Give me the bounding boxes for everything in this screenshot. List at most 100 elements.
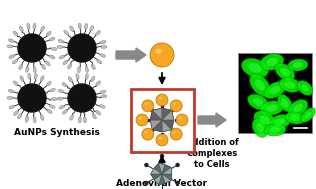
Ellipse shape	[241, 58, 269, 78]
Circle shape	[18, 34, 46, 62]
Polygon shape	[152, 108, 162, 120]
Ellipse shape	[285, 112, 305, 124]
Ellipse shape	[254, 111, 276, 129]
Text: Adenoviral Vector: Adenoviral Vector	[117, 179, 208, 188]
Ellipse shape	[13, 81, 18, 85]
Polygon shape	[162, 110, 174, 120]
Ellipse shape	[158, 137, 162, 139]
Ellipse shape	[7, 96, 13, 99]
Ellipse shape	[255, 79, 265, 91]
Ellipse shape	[279, 78, 301, 92]
Ellipse shape	[260, 101, 284, 115]
Polygon shape	[151, 168, 162, 174]
FancyArrow shape	[198, 113, 226, 127]
Ellipse shape	[34, 73, 37, 79]
Ellipse shape	[8, 89, 14, 93]
Bar	[147, 119, 149, 121]
Circle shape	[150, 43, 174, 67]
Circle shape	[18, 84, 46, 112]
Ellipse shape	[91, 64, 95, 70]
Circle shape	[176, 181, 179, 184]
Bar	[161, 105, 163, 107]
Ellipse shape	[9, 39, 14, 42]
Ellipse shape	[59, 105, 65, 109]
Ellipse shape	[248, 63, 262, 73]
Bar	[151, 129, 153, 131]
Ellipse shape	[47, 109, 52, 113]
Bar	[175, 119, 177, 121]
Ellipse shape	[19, 26, 23, 32]
Ellipse shape	[269, 114, 291, 130]
Ellipse shape	[64, 30, 69, 35]
Circle shape	[170, 100, 182, 112]
Circle shape	[145, 181, 148, 184]
Ellipse shape	[46, 82, 51, 86]
Ellipse shape	[28, 73, 31, 79]
Ellipse shape	[288, 99, 308, 117]
Ellipse shape	[46, 61, 50, 66]
Ellipse shape	[248, 94, 268, 110]
Ellipse shape	[259, 115, 270, 125]
Ellipse shape	[293, 104, 303, 112]
Ellipse shape	[12, 60, 17, 64]
Ellipse shape	[91, 76, 95, 82]
Ellipse shape	[20, 76, 24, 81]
Polygon shape	[152, 120, 162, 132]
Bar	[238, 53, 312, 133]
Bar	[171, 129, 173, 131]
Ellipse shape	[297, 81, 313, 95]
Ellipse shape	[84, 23, 88, 29]
Circle shape	[68, 34, 96, 62]
Ellipse shape	[275, 64, 295, 81]
Ellipse shape	[173, 103, 176, 105]
Ellipse shape	[9, 55, 15, 58]
Ellipse shape	[33, 23, 36, 29]
Ellipse shape	[41, 64, 46, 70]
Ellipse shape	[78, 117, 81, 123]
Ellipse shape	[144, 103, 148, 105]
Ellipse shape	[144, 131, 148, 134]
Ellipse shape	[19, 64, 23, 70]
Ellipse shape	[92, 114, 96, 119]
Ellipse shape	[100, 40, 106, 44]
Ellipse shape	[62, 83, 67, 87]
Circle shape	[176, 114, 188, 126]
Ellipse shape	[266, 104, 278, 112]
Ellipse shape	[85, 67, 88, 72]
Ellipse shape	[40, 115, 44, 120]
Ellipse shape	[285, 81, 295, 89]
Bar	[171, 109, 173, 111]
Circle shape	[156, 134, 168, 146]
Polygon shape	[162, 120, 174, 130]
Ellipse shape	[18, 114, 22, 119]
Ellipse shape	[68, 77, 72, 82]
Ellipse shape	[158, 97, 162, 99]
Ellipse shape	[290, 115, 300, 121]
Ellipse shape	[58, 90, 64, 93]
Ellipse shape	[70, 115, 74, 120]
Ellipse shape	[63, 60, 68, 65]
Ellipse shape	[101, 45, 107, 48]
FancyArrow shape	[116, 48, 146, 62]
Ellipse shape	[46, 31, 51, 36]
Ellipse shape	[277, 94, 293, 112]
Bar	[131, 89, 194, 152]
Ellipse shape	[253, 98, 263, 106]
Text: Addition of
Complexes
to Cells: Addition of Complexes to Cells	[185, 138, 238, 169]
Bar	[151, 109, 153, 111]
Ellipse shape	[96, 111, 101, 115]
Ellipse shape	[288, 59, 308, 71]
Ellipse shape	[280, 68, 290, 76]
Ellipse shape	[100, 105, 105, 108]
Ellipse shape	[173, 131, 176, 134]
Ellipse shape	[256, 123, 264, 133]
Ellipse shape	[70, 26, 74, 31]
Ellipse shape	[33, 117, 36, 123]
Ellipse shape	[100, 90, 106, 94]
Ellipse shape	[250, 74, 270, 96]
Ellipse shape	[96, 31, 100, 35]
Ellipse shape	[26, 67, 29, 72]
Ellipse shape	[68, 64, 72, 69]
Polygon shape	[162, 174, 172, 181]
Circle shape	[161, 154, 163, 157]
